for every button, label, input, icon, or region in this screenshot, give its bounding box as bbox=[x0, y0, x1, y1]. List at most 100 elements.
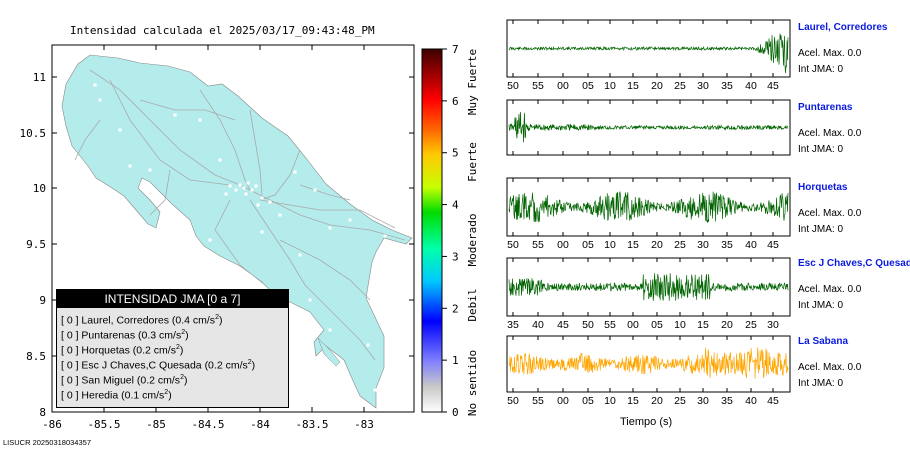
road bbox=[249, 109, 263, 196]
seismogram-tick-label: 50 bbox=[507, 80, 519, 92]
legend-row-sup: 2 bbox=[175, 344, 180, 351]
legend-row-sup: 2 bbox=[247, 359, 252, 366]
legend-row-close: ) bbox=[183, 374, 188, 387]
map-x-tick-label: -84 bbox=[250, 418, 270, 431]
legend-row-sup: 2 bbox=[164, 389, 169, 396]
station-intensity: Int JMA: 0 bbox=[798, 144, 844, 155]
road bbox=[139, 99, 236, 121]
colorbar-tick-label: 1 bbox=[452, 354, 459, 367]
city-marker bbox=[250, 188, 254, 192]
seismogram-tick-label: 40 bbox=[532, 319, 544, 331]
waveform bbox=[508, 191, 789, 224]
seismogram-panel: 35 40 45 50 55 00 05 10 15 20 25 30 bbox=[506, 257, 791, 331]
seismogram-tick-label: 15 bbox=[697, 319, 709, 331]
seismogram-panel bbox=[506, 99, 791, 156]
colorbar: 0 1 2 3 4 5 6 7 No sentido Debil Moderado Fuerte Mu… bbox=[421, 43, 479, 419]
colorbar-ticks: 0 1 2 3 4 5 6 7 bbox=[442, 43, 459, 419]
city-marker bbox=[246, 181, 250, 185]
seismogram-tick-label: 30 bbox=[767, 319, 779, 331]
colorbar-tick-label: 0 bbox=[452, 406, 459, 419]
map-y-tick-label: 8 bbox=[39, 406, 46, 419]
road bbox=[74, 119, 101, 161]
map-x-tick-label: -85 bbox=[146, 418, 166, 431]
city-marker bbox=[224, 192, 228, 196]
city-marker bbox=[256, 203, 260, 207]
legend-row: [ 0 ] Laurel, Corredores (0.4 cm/s2) bbox=[61, 314, 222, 327]
city-marker bbox=[173, 113, 177, 117]
city-marker bbox=[313, 188, 317, 192]
city-marker bbox=[234, 188, 238, 192]
city-marker bbox=[308, 298, 312, 302]
legend-row-close: ) bbox=[251, 359, 256, 372]
seismogram-tick-label: 15 bbox=[627, 239, 639, 251]
colorbar-tick-label: 5 bbox=[452, 147, 459, 160]
seismogram-tick-label: 35 bbox=[507, 319, 519, 331]
seismogram-tick-label: 00 bbox=[557, 395, 569, 407]
seismogram-tick-label: 45 bbox=[557, 319, 569, 331]
city-marker bbox=[198, 118, 202, 122]
legend-row-sup: 2 bbox=[215, 314, 219, 321]
seismogram-tick-label: 05 bbox=[651, 319, 663, 331]
road bbox=[109, 79, 231, 186]
station-name: Puntarenas bbox=[798, 102, 853, 113]
seismogram-tick-label: 55 bbox=[532, 395, 544, 407]
station-intensity: Int JMA: 0 bbox=[798, 300, 844, 311]
legend-row-text: [ 0 ] San Miguel (0.2 cm/s bbox=[61, 374, 181, 387]
city-marker bbox=[128, 164, 132, 168]
city-marker bbox=[293, 170, 297, 174]
city-marker bbox=[278, 213, 282, 217]
seismogram-panel: 50 55 00 05 10 15 20 25 30 35 40 45 bbox=[506, 19, 791, 92]
legend-row-close: ) bbox=[168, 389, 172, 402]
seismogram-tick-label: 45 bbox=[767, 80, 779, 92]
seismogram-panel: 50 55 00 05 10 15 20 25 30 35 40 45 bbox=[506, 177, 791, 251]
waveform bbox=[508, 111, 789, 143]
legend-row-close: ) bbox=[218, 314, 223, 327]
city-marker bbox=[328, 226, 332, 230]
station-max-accel: Acel. Max. 0.0 bbox=[798, 48, 862, 59]
seismogram-tick-label: 15 bbox=[627, 80, 639, 92]
station-max-accel: Acel. Max. 0.0 bbox=[798, 208, 862, 219]
legend-row-text: [ 0 ] Horquetas (0.2 cm/s bbox=[61, 344, 176, 357]
seismogram-tick-label: 45 bbox=[767, 395, 779, 407]
city-marker bbox=[348, 218, 352, 222]
seismogram-tick-label: 30 bbox=[697, 395, 709, 407]
city-marker bbox=[298, 253, 302, 257]
seismogram-tick-label: 05 bbox=[582, 395, 594, 407]
intensity-legend: INTENSIDAD JMA [0 a 7] [ 0 ] Laurel, Cor… bbox=[56, 289, 289, 408]
road bbox=[259, 149, 301, 201]
station-name: Laurel, Corredores bbox=[798, 22, 888, 33]
station-intensity: Int JMA: 0 bbox=[798, 64, 844, 75]
seismogram-tick-label: 25 bbox=[674, 80, 686, 92]
station-max-accel: Acel. Max. 0.0 bbox=[798, 128, 862, 139]
legend-row-sup: 2 bbox=[181, 329, 186, 336]
legend-row-text: [ 0 ] Laurel, Corredores (0.4 cm/s bbox=[61, 314, 216, 327]
legend-row-text: [ 0 ] Esc J Chaves,C Quesada (0.2 cm/s bbox=[61, 359, 248, 372]
seismogram-tick-label: 25 bbox=[674, 395, 686, 407]
map-title: Intensidad calculada el 2025/03/17_09:43… bbox=[70, 24, 375, 37]
seismogram-tick-label: 00 bbox=[627, 319, 639, 331]
waveform bbox=[508, 347, 789, 379]
seismogram-tick-label: 55 bbox=[532, 239, 544, 251]
station-max-accel: Acel. Max. 0.0 bbox=[798, 284, 862, 295]
map-y-tick-label: 9.5 bbox=[26, 238, 46, 251]
seismogram-tick-label: 55 bbox=[604, 319, 616, 331]
colorbar-tick-label: 2 bbox=[452, 302, 459, 315]
colorbar-tick-label: 3 bbox=[452, 250, 459, 263]
map-y-tick-label: 11 bbox=[33, 71, 46, 84]
timestamp-stamp: LISUCR 20250318034357 bbox=[3, 438, 91, 447]
legend-row-close: ) bbox=[179, 344, 184, 357]
map-x-axis: -86 -85.5 -85 -84.5 -84 -83.5 -83 bbox=[42, 45, 374, 431]
colorbar-tick-label: 7 bbox=[452, 43, 459, 56]
city-marker bbox=[244, 192, 248, 196]
city-markers bbox=[93, 83, 387, 392]
waveform bbox=[508, 273, 789, 301]
city-marker bbox=[260, 230, 264, 234]
seismogram-tick-label: 35 bbox=[721, 80, 733, 92]
colorbar-tick-label: 6 bbox=[452, 95, 459, 108]
seismogram-panels: 50 55 00 05 10 15 20 25 30 35 40 45 50 55 00 05 10 15 20 25… bbox=[506, 19, 791, 407]
seismogram-panel: 50 55 00 05 10 15 20 25 30 35 40 45 bbox=[506, 335, 791, 407]
map-x-tick-label: -83 bbox=[354, 418, 374, 431]
map-y-tick-label: 10 bbox=[33, 182, 46, 195]
waveform bbox=[508, 33, 789, 74]
colorbar-gradient bbox=[421, 48, 443, 413]
